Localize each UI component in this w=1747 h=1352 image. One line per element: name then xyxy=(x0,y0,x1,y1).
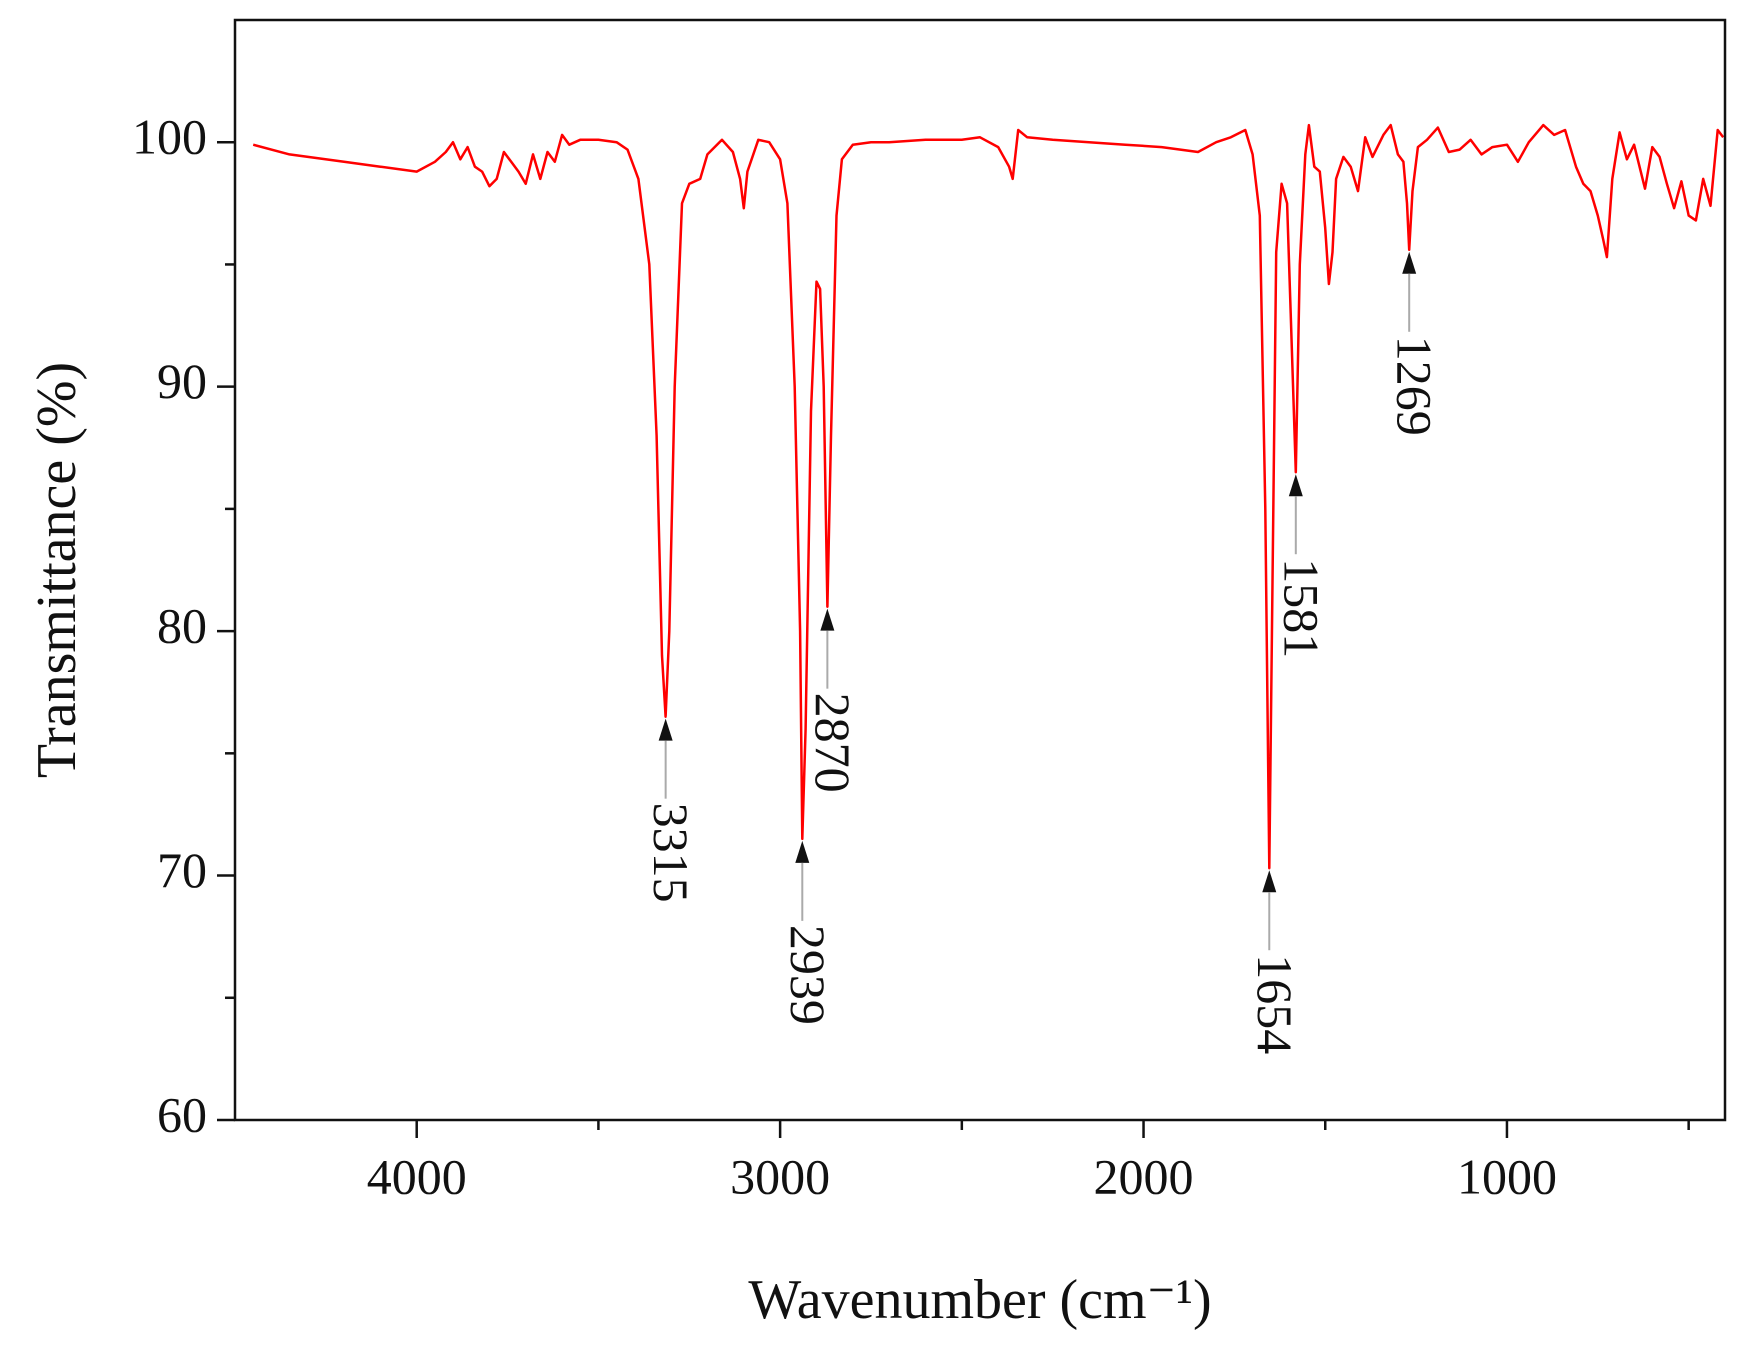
annotation-arrow xyxy=(795,840,810,863)
annotation-label: 1581 xyxy=(1273,558,1329,658)
x-tick-label: 2000 xyxy=(1094,1148,1194,1204)
y-tick-label: 70 xyxy=(157,842,207,898)
x-tick-label: 4000 xyxy=(367,1148,467,1204)
x-tick-label: 3000 xyxy=(730,1148,830,1204)
spectrum-line xyxy=(252,123,1725,870)
y-tick-label: 80 xyxy=(157,598,207,654)
annotation-label: 2939 xyxy=(780,925,836,1025)
annotation-arrow xyxy=(1288,474,1303,497)
y-tick-label: 100 xyxy=(132,109,207,165)
annotation-arrow xyxy=(820,608,835,631)
annotation-arrow xyxy=(1402,251,1417,274)
plot-frame xyxy=(233,18,1727,1122)
annotation-label: 2870 xyxy=(805,693,861,793)
annotation-label: 3315 xyxy=(643,803,699,903)
annotation-label: 1269 xyxy=(1387,336,1443,436)
annotation-arrow xyxy=(658,718,673,741)
y-tick-label: 90 xyxy=(157,353,207,409)
annotation-arrow xyxy=(1262,870,1277,893)
annotation-label: 1654 xyxy=(1247,954,1303,1054)
y-tick-label: 60 xyxy=(157,1086,207,1142)
y-axis-title: Transmittance (%) xyxy=(26,362,88,778)
x-tick-label: 1000 xyxy=(1457,1148,1557,1204)
x-axis-title: Wavenumber (cm⁻¹) xyxy=(748,1269,1211,1331)
